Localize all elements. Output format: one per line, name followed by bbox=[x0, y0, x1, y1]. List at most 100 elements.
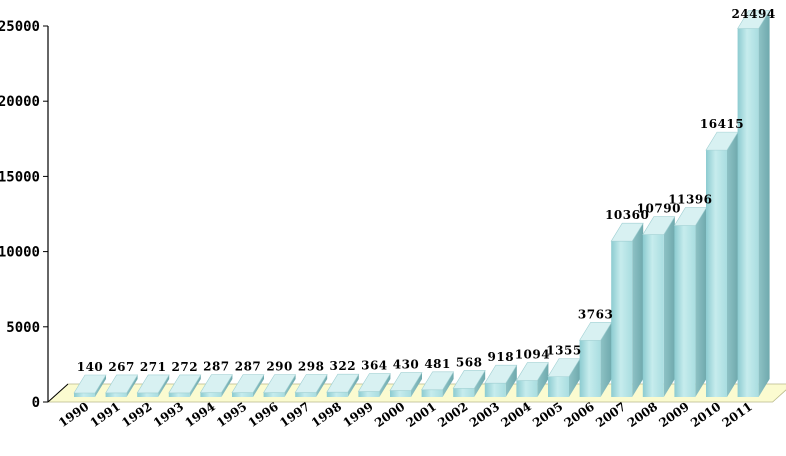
x-tick-label: 1994 bbox=[182, 399, 217, 430]
bar-side bbox=[569, 358, 580, 397]
data-label: 10360 bbox=[605, 208, 649, 222]
bar-1996 bbox=[263, 374, 297, 397]
data-label: 481 bbox=[424, 357, 451, 371]
bar-1997 bbox=[294, 374, 328, 397]
bar-side bbox=[221, 374, 233, 397]
bar-side bbox=[663, 216, 675, 397]
bar-side bbox=[727, 132, 738, 397]
bar-top bbox=[737, 10, 771, 29]
bar-front bbox=[548, 376, 569, 397]
data-label: 364 bbox=[361, 359, 388, 373]
x-tick-label: 2000 bbox=[372, 399, 407, 430]
data-label: 10790 bbox=[637, 202, 681, 216]
bar-front bbox=[137, 392, 159, 397]
bar-2005 bbox=[547, 358, 581, 397]
bar-2011 bbox=[737, 10, 771, 398]
x-tick-label: 2008 bbox=[625, 399, 660, 430]
x-tick-label: 2002 bbox=[435, 399, 470, 430]
bar-2002 bbox=[452, 370, 486, 397]
x-tick-label: 1995 bbox=[214, 399, 249, 430]
bar-front bbox=[232, 392, 253, 397]
bar-1998 bbox=[326, 373, 360, 397]
data-label: 24494 bbox=[731, 7, 775, 21]
x-tick-label: 2007 bbox=[593, 399, 628, 430]
bar-1991 bbox=[105, 374, 139, 397]
bar-side bbox=[316, 374, 328, 397]
bar-2001 bbox=[421, 371, 455, 397]
bar-side bbox=[442, 371, 454, 397]
bar-top bbox=[357, 373, 391, 392]
data-label: 430 bbox=[393, 358, 420, 372]
bar-2009 bbox=[673, 207, 707, 397]
x-tick-label: 1998 bbox=[309, 399, 344, 430]
data-label: 918 bbox=[488, 350, 515, 364]
bar-top bbox=[484, 364, 518, 384]
bar-front bbox=[295, 392, 317, 397]
bar-top bbox=[136, 374, 170, 394]
bar-front bbox=[642, 234, 664, 397]
bar-front bbox=[390, 390, 411, 397]
bar-1992 bbox=[136, 374, 170, 397]
bar-1999 bbox=[357, 373, 391, 397]
bar-2004 bbox=[515, 362, 549, 397]
x-tick-label: 1992 bbox=[119, 399, 154, 430]
x-tick-label: 2006 bbox=[562, 399, 597, 430]
bar-1994 bbox=[199, 374, 233, 397]
x-tick-label: 1991 bbox=[88, 399, 123, 430]
bar-front bbox=[737, 28, 759, 398]
x-tick-label: 2001 bbox=[404, 399, 439, 430]
bar-front bbox=[326, 392, 348, 397]
bar-front bbox=[674, 225, 696, 397]
y-tick-label: 25000 bbox=[0, 19, 40, 35]
bar-side bbox=[95, 375, 106, 397]
bar-top bbox=[389, 372, 423, 391]
bar-1990 bbox=[73, 374, 107, 397]
data-label: 140 bbox=[77, 360, 104, 374]
bar-top bbox=[452, 370, 486, 389]
bar-side bbox=[253, 374, 264, 397]
bar-side bbox=[411, 372, 422, 397]
bar-front bbox=[105, 392, 127, 397]
x-tick-label: 1990 bbox=[56, 399, 91, 430]
x-tick-label: 2003 bbox=[467, 399, 502, 430]
data-label: 16415 bbox=[700, 117, 744, 131]
bar-front bbox=[484, 383, 506, 397]
bar-2000 bbox=[389, 372, 423, 397]
bar-side bbox=[158, 374, 170, 397]
bar-side bbox=[126, 374, 138, 397]
x-tick-label: 2009 bbox=[656, 399, 691, 430]
bar-top bbox=[326, 373, 360, 393]
data-label: 287 bbox=[203, 360, 230, 374]
bar-side bbox=[505, 365, 517, 397]
bar-2010 bbox=[705, 131, 739, 397]
data-label: 322 bbox=[330, 359, 357, 373]
bar-side bbox=[347, 374, 359, 397]
x-tick-label: 2004 bbox=[498, 399, 533, 430]
bar-side bbox=[379, 373, 391, 397]
data-label: 272 bbox=[172, 360, 199, 374]
bar-front bbox=[200, 392, 222, 397]
data-label: 3763 bbox=[578, 307, 613, 321]
bar-side bbox=[758, 10, 770, 398]
data-label: 290 bbox=[266, 360, 293, 374]
bar-front bbox=[358, 391, 380, 397]
bar-side bbox=[695, 207, 707, 397]
bar-front bbox=[611, 241, 633, 397]
bar-top bbox=[421, 371, 455, 391]
bar-side bbox=[600, 322, 612, 397]
data-label: 271 bbox=[140, 360, 167, 374]
bar-side bbox=[284, 374, 296, 397]
x-tick-label: 1993 bbox=[151, 399, 186, 430]
bar-side bbox=[632, 223, 644, 397]
y-tick-label: 10000 bbox=[0, 245, 40, 261]
bar-front bbox=[421, 389, 443, 397]
data-label: 568 bbox=[456, 355, 483, 369]
data-label: 1094 bbox=[515, 348, 550, 362]
x-tick-label: 2011 bbox=[720, 399, 755, 430]
bar-2003 bbox=[484, 364, 518, 397]
data-label: 267 bbox=[108, 360, 135, 374]
bar-side bbox=[474, 370, 486, 397]
x-tick-label: 1997 bbox=[277, 399, 312, 430]
bar-1995 bbox=[231, 374, 265, 397]
